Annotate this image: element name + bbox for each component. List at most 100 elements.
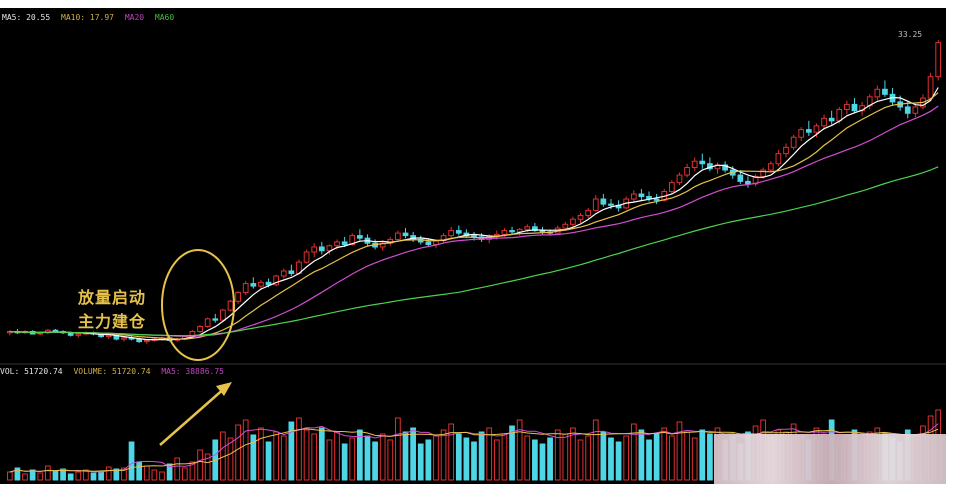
volume-bar bbox=[395, 417, 401, 481]
candle-body bbox=[760, 169, 767, 177]
volume-bar bbox=[372, 441, 378, 481]
volume-bar bbox=[570, 427, 576, 481]
volume-bar bbox=[509, 425, 515, 481]
candle-body bbox=[562, 223, 569, 229]
candle-body bbox=[577, 214, 584, 220]
ma-line-ma5 bbox=[9, 87, 939, 341]
volume-bar bbox=[174, 457, 181, 481]
candle-body bbox=[745, 180, 751, 185]
volume-bar bbox=[653, 433, 660, 481]
candle-body bbox=[851, 103, 858, 112]
volume-bar bbox=[402, 431, 409, 481]
volume-bar bbox=[630, 423, 637, 481]
candle-body bbox=[334, 241, 340, 247]
candle-body bbox=[318, 246, 325, 252]
volume-bar bbox=[455, 433, 462, 481]
annotation-line-1: 放量启动 bbox=[78, 288, 147, 307]
volume-bar bbox=[143, 465, 150, 481]
volume-bar bbox=[547, 437, 553, 481]
annotation-line-2: 主力建仓 bbox=[78, 312, 147, 331]
candle-body bbox=[844, 103, 850, 110]
candle-body bbox=[821, 117, 827, 127]
volume-bar bbox=[159, 471, 165, 481]
candle-body bbox=[684, 167, 690, 176]
volume-bar bbox=[227, 437, 234, 481]
candle-body bbox=[805, 129, 812, 133]
candle-body bbox=[790, 136, 797, 148]
candle-body bbox=[501, 230, 508, 235]
candle-body bbox=[273, 275, 280, 286]
volume-bar bbox=[524, 435, 531, 481]
candle-body bbox=[737, 174, 744, 182]
candle-body bbox=[349, 235, 356, 245]
volume-bar bbox=[440, 429, 447, 481]
candle-body bbox=[752, 175, 759, 185]
price-legend: MA5: 20.55 MA10: 17.97 MA20 MA60 bbox=[2, 12, 180, 24]
candle-body bbox=[798, 129, 805, 138]
candle-body bbox=[912, 106, 919, 114]
candle-body bbox=[455, 230, 462, 234]
volume-bar bbox=[592, 419, 599, 481]
volume-bar bbox=[448, 423, 455, 481]
candle-body bbox=[592, 198, 599, 211]
volume-bar bbox=[189, 461, 196, 481]
candle-body bbox=[699, 160, 706, 165]
candle-body bbox=[212, 318, 219, 321]
volume-bar bbox=[250, 434, 257, 481]
volume-bar bbox=[52, 470, 59, 481]
candle-body bbox=[303, 251, 310, 263]
candle-body bbox=[265, 281, 272, 286]
candle-body bbox=[288, 270, 295, 274]
candle-body bbox=[105, 334, 112, 338]
volume-bar bbox=[387, 439, 394, 481]
candle-body bbox=[570, 218, 576, 225]
volume-bar bbox=[417, 443, 424, 481]
volume-bar bbox=[265, 441, 272, 481]
candle-body bbox=[341, 241, 348, 245]
volume-bar bbox=[516, 419, 523, 481]
candle-body bbox=[836, 108, 843, 122]
candle-body bbox=[722, 164, 728, 171]
candle-body bbox=[767, 163, 774, 171]
volume-bar bbox=[668, 435, 675, 481]
ma-line-ma10 bbox=[9, 92, 939, 340]
candle-body bbox=[532, 226, 538, 232]
volume-bar bbox=[554, 429, 561, 481]
volume-bar bbox=[166, 463, 173, 481]
volume-bar bbox=[280, 435, 287, 481]
volume-bar bbox=[288, 421, 295, 481]
candle-body bbox=[425, 241, 432, 245]
candle-body bbox=[676, 174, 683, 184]
candle-body bbox=[204, 318, 211, 327]
blurred-watermark bbox=[714, 434, 946, 484]
volume-bar bbox=[83, 469, 89, 481]
candle-body bbox=[395, 232, 401, 240]
candle-body bbox=[471, 235, 477, 238]
high-price-label: 33.25 bbox=[898, 30, 923, 39]
volume-bar bbox=[258, 427, 264, 481]
candle-body bbox=[653, 198, 660, 201]
volume-bar bbox=[646, 439, 652, 481]
volume-bar bbox=[638, 429, 645, 481]
highlight-circle bbox=[161, 249, 235, 361]
candle-body bbox=[585, 209, 592, 216]
volume-bar bbox=[501, 433, 508, 481]
candle-body bbox=[874, 88, 881, 98]
volume-bar bbox=[128, 441, 135, 481]
volume-bar bbox=[562, 433, 569, 481]
candle-body bbox=[935, 42, 942, 78]
legend-ma10: MA10: 17.97 bbox=[61, 13, 114, 22]
volume-bar bbox=[44, 465, 51, 481]
volume-bar bbox=[410, 427, 416, 481]
candle-body bbox=[927, 76, 934, 99]
candle-body bbox=[783, 146, 789, 155]
chart-frame bbox=[0, 8, 946, 484]
volume-bar bbox=[684, 431, 690, 481]
volume-bar bbox=[349, 437, 356, 481]
volume-bar bbox=[67, 473, 74, 481]
candle-body bbox=[121, 337, 127, 340]
volume-bar bbox=[204, 453, 211, 481]
volume-bar bbox=[608, 437, 614, 481]
candle-body bbox=[235, 291, 241, 302]
candle-body bbox=[52, 329, 59, 333]
